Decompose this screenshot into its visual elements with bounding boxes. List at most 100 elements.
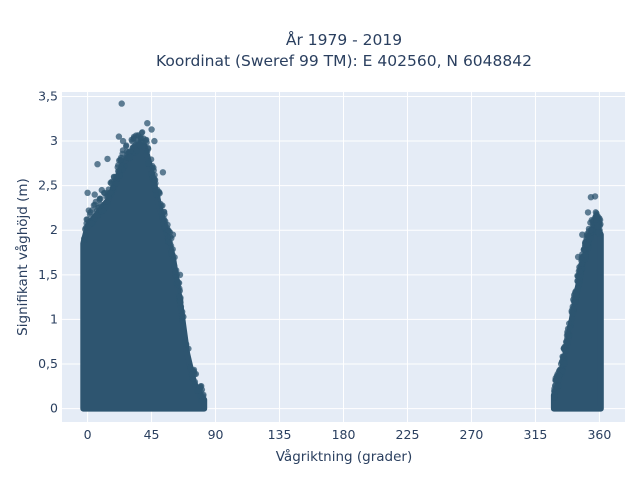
data-point (572, 299, 579, 305)
data-point (552, 377, 559, 384)
data-point (117, 157, 124, 164)
data-point (196, 393, 203, 399)
data-point (595, 229, 601, 236)
outlier-point (127, 153, 134, 161)
x-axis-label: Vågriktning (grader) (276, 448, 413, 465)
outlier-point (594, 213, 602, 221)
data-point (566, 320, 572, 327)
data-point (159, 213, 166, 220)
x-tick-label: 360 (587, 427, 611, 442)
data-point (167, 239, 174, 246)
data-point (569, 316, 576, 322)
data-point (97, 201, 104, 208)
data-point (88, 220, 95, 227)
y-tick-label: 1,5 (38, 267, 58, 282)
data-point (152, 192, 159, 198)
outlier-point (98, 186, 106, 194)
data-point (123, 143, 129, 150)
y-tick-label: 3 (50, 133, 58, 148)
data-point (177, 299, 184, 306)
data-point (169, 257, 176, 264)
data-point (577, 268, 583, 275)
data-point (580, 246, 587, 253)
y-tick-label: 0 (50, 401, 58, 416)
outlier-point (137, 142, 144, 149)
data-point (177, 287, 183, 294)
data-point (82, 226, 88, 233)
data-point (198, 397, 205, 404)
outlier-point (104, 155, 111, 163)
outlier-point (91, 191, 98, 198)
data-point (100, 207, 107, 214)
data-point (587, 227, 594, 234)
x-tick-labels: 0 45 90 135 180 225 270 315 360 (84, 427, 612, 442)
data-point (97, 195, 104, 202)
chart-title-line2: Koordinat (Sweref 99 TM): E 402560, N 60… (156, 52, 532, 70)
data-point (584, 233, 591, 240)
data-point (559, 368, 566, 375)
data-point (105, 194, 112, 201)
outlier-point (584, 209, 592, 216)
outlier-point (151, 137, 158, 145)
outlier-point (119, 137, 127, 145)
data-point (150, 182, 157, 189)
data-point (150, 167, 157, 174)
data-point (566, 325, 573, 332)
y-tick-label: 2,5 (38, 178, 58, 193)
data-point (167, 250, 174, 257)
x-tick-label: 45 (144, 427, 160, 442)
x-tick-label: 315 (524, 427, 548, 442)
x-tick-label: 90 (208, 427, 224, 442)
outlier-point (115, 133, 123, 140)
data-point (582, 252, 589, 259)
x-tick-label: 135 (268, 427, 292, 442)
data-point (161, 208, 168, 215)
data-point (179, 312, 186, 319)
data-point (107, 189, 114, 196)
outlier-point (84, 189, 91, 196)
y-tick-label: 0,5 (38, 356, 58, 371)
outlier-point (591, 193, 599, 200)
data-point (551, 394, 558, 401)
data-point (164, 221, 171, 228)
data-point (108, 180, 115, 187)
y-tick-label: 1 (50, 311, 58, 326)
grid-lines (62, 92, 625, 422)
data-point (551, 385, 558, 392)
data-point (130, 135, 137, 141)
data-point (568, 308, 575, 314)
data-point (135, 133, 142, 140)
data-point (81, 235, 87, 242)
data-point (115, 167, 122, 174)
data-point (194, 387, 200, 394)
outlier-point (169, 231, 177, 238)
data-point (561, 360, 568, 367)
data-point (148, 156, 155, 163)
data-point (190, 375, 197, 382)
data-point (563, 347, 569, 354)
x-tick-label: 0 (84, 427, 92, 442)
outlier-point (144, 120, 151, 127)
data-point (83, 216, 90, 223)
outlier-point (159, 169, 167, 176)
x-tick-label: 270 (460, 427, 484, 442)
data-point (584, 241, 591, 248)
data-point (572, 290, 579, 297)
y-tick-label: 3,5 (38, 88, 58, 103)
data-point (152, 176, 159, 183)
data-points (80, 100, 604, 412)
data-point (575, 279, 582, 286)
data-point (177, 304, 184, 311)
outlier-point (87, 209, 94, 216)
y-axis-label: Signifikant våghöjd (m) (14, 178, 31, 336)
y-tick-labels: 0 0,5 1 1,5 2 2,5 3 3,5 (38, 88, 58, 415)
data-point (564, 330, 571, 337)
outlier-point (176, 271, 184, 278)
outlier-point (94, 161, 101, 168)
data-point (144, 160, 151, 167)
data-point (556, 372, 563, 379)
data-point (559, 353, 566, 360)
data-point (181, 339, 188, 346)
data-point (93, 211, 100, 218)
x-tick-label: 180 (332, 427, 356, 442)
